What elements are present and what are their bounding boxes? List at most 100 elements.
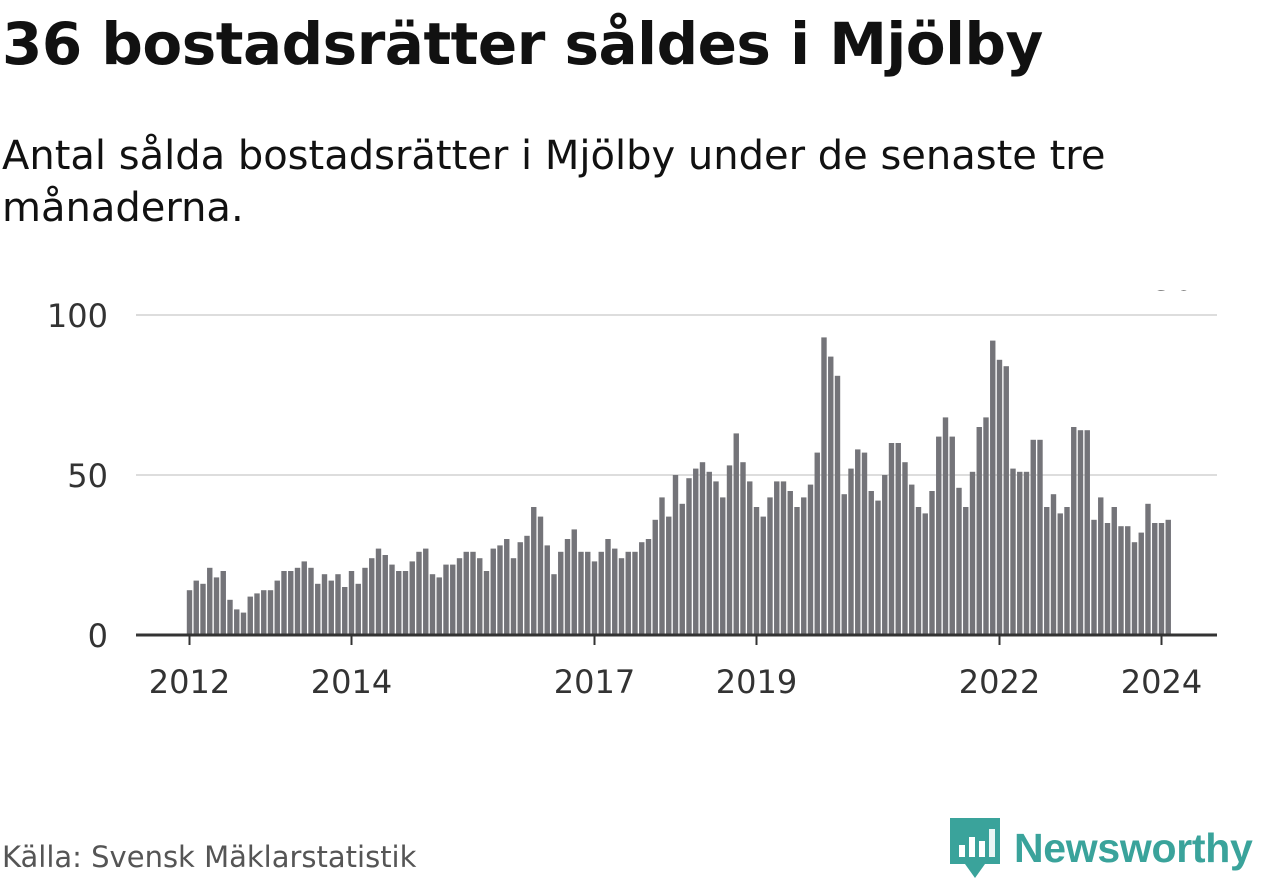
bar [578, 551, 584, 635]
bar [733, 433, 739, 635]
source-note: Källa: Svensk Mäklarstatistik [2, 840, 417, 874]
bar [531, 507, 537, 635]
bar [882, 475, 888, 635]
bar [207, 567, 213, 635]
bar [524, 535, 530, 635]
bar [1125, 526, 1131, 635]
latest-value-label: 36 [1153, 290, 1194, 298]
bar [342, 587, 348, 635]
bar [598, 551, 604, 635]
bar [1084, 430, 1090, 635]
bar [585, 551, 591, 635]
bar [254, 593, 260, 635]
bar [348, 571, 355, 635]
bar [450, 564, 456, 635]
bar [956, 487, 962, 635]
bar [247, 596, 253, 635]
bar [902, 462, 908, 635]
bar [510, 558, 517, 635]
bar [814, 452, 820, 635]
newsworthy-logo-icon [950, 818, 1000, 878]
bar [477, 558, 483, 635]
bar [517, 542, 523, 635]
bar [632, 551, 638, 635]
bar [652, 519, 658, 635]
bar [288, 571, 294, 635]
bars [186, 337, 1171, 635]
bar [456, 558, 463, 635]
bar [922, 513, 928, 635]
bar [821, 337, 827, 635]
bar [1037, 439, 1043, 635]
bar [942, 417, 949, 635]
bar [915, 507, 922, 635]
bar [1057, 513, 1063, 635]
bar [713, 481, 719, 635]
bar [443, 564, 449, 635]
x-tick-label-2017: 2017 [554, 663, 635, 701]
bar [888, 443, 895, 635]
bar [402, 571, 409, 635]
bar [1030, 439, 1036, 635]
bar [753, 507, 760, 635]
bar [328, 580, 334, 635]
labels: 0 50 100 2012 2014 2017 2019 2022 2024 36 [47, 290, 1202, 701]
bar [355, 583, 361, 635]
bar [936, 436, 942, 635]
y-tick-label-100: 100 [47, 297, 108, 335]
bar [1111, 507, 1117, 635]
bar [213, 577, 220, 635]
bar [848, 468, 854, 635]
bar [679, 503, 685, 635]
bar [470, 551, 476, 635]
bar [605, 539, 611, 635]
bar [220, 571, 226, 635]
bar [693, 468, 699, 635]
bar [396, 571, 402, 635]
bar [497, 545, 503, 635]
bar [558, 551, 564, 635]
bar [1017, 471, 1023, 635]
bar [227, 599, 233, 635]
bar [949, 436, 955, 635]
bar [186, 590, 193, 635]
bar [747, 481, 753, 635]
x-tick-label-2019: 2019 [716, 663, 797, 701]
bar [909, 484, 915, 635]
bar [294, 567, 301, 635]
bar [828, 356, 834, 635]
bar [612, 548, 618, 635]
axes [136, 633, 1217, 645]
bar [645, 539, 652, 635]
bar [375, 548, 382, 635]
grid-lines [136, 314, 1217, 476]
bar [1010, 468, 1016, 635]
bar [895, 443, 901, 635]
brand-name: Newsworthy [1014, 824, 1253, 871]
bar [996, 359, 1003, 635]
bar [1023, 471, 1030, 635]
bar [416, 551, 422, 635]
bar [780, 481, 787, 635]
bar [1118, 526, 1124, 635]
bar [720, 497, 726, 635]
bar [976, 427, 982, 635]
brand-logo: Newsworthy [950, 818, 1253, 878]
bar [321, 574, 328, 635]
bar [740, 462, 746, 635]
bar [807, 484, 814, 635]
bar [726, 465, 733, 635]
chart-subtitle: Antal sålda bostadsrätter i Mjölby under… [2, 133, 1106, 231]
bar [490, 548, 496, 635]
bar [929, 491, 935, 635]
bar [1098, 497, 1104, 635]
x-tick-label-2022: 2022 [959, 663, 1040, 701]
bar [463, 551, 469, 635]
bar [868, 491, 874, 635]
bar [1077, 430, 1084, 635]
bar [801, 497, 807, 635]
bar [1138, 532, 1144, 635]
bar [429, 574, 436, 635]
bar [1145, 503, 1151, 635]
x-tick-label-2012: 2012 [149, 663, 230, 701]
